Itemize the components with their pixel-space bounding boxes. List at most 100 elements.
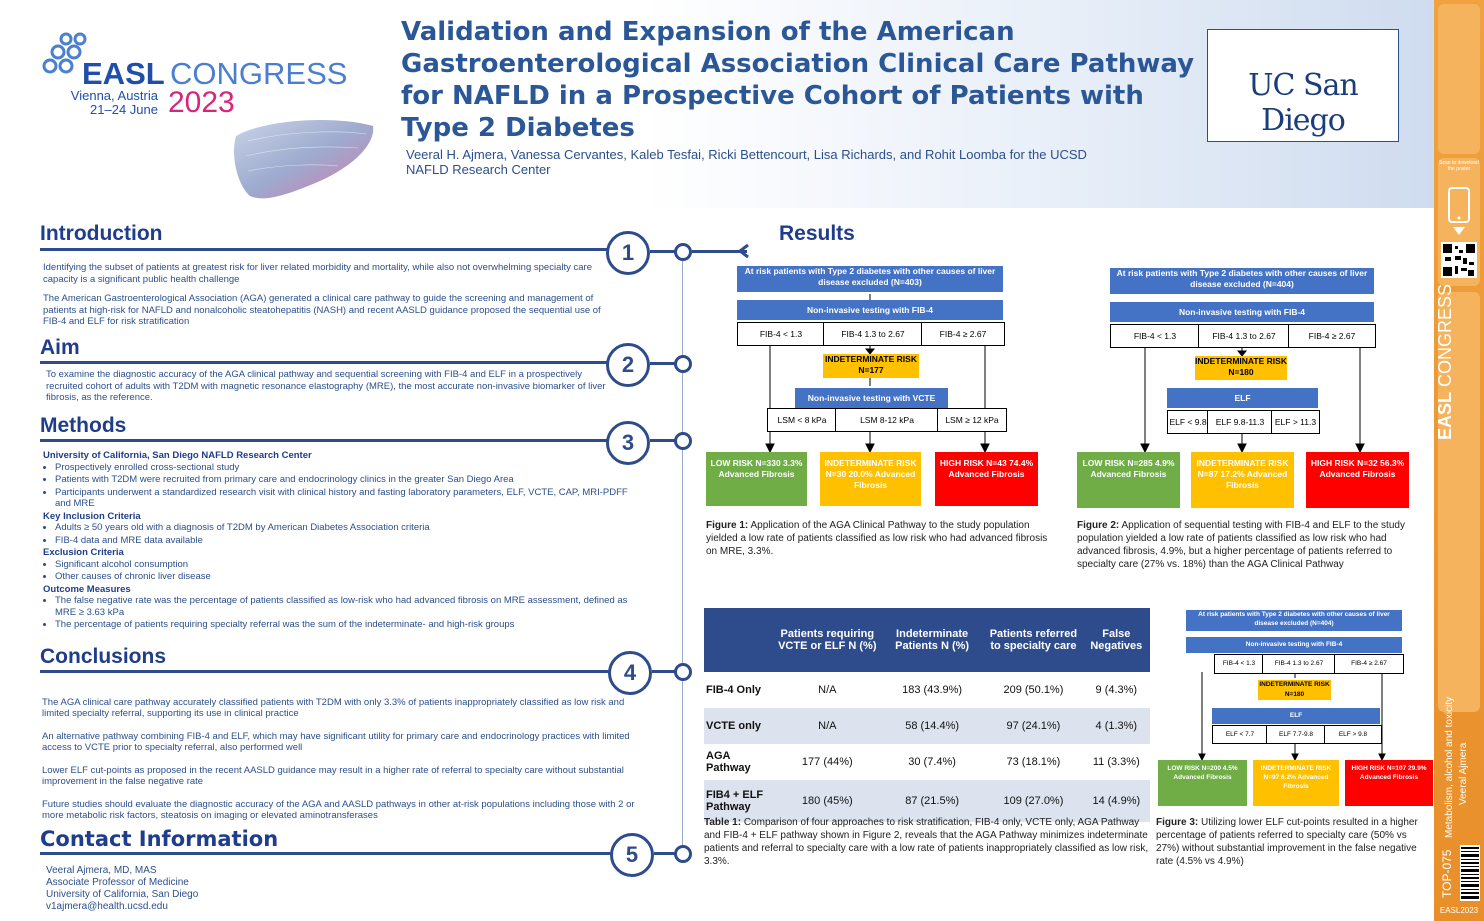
fig3-indeterminate: INDETERMINATE RISK N=180 <box>1258 680 1331 700</box>
table-cell: 30 (7.4%) <box>880 744 985 780</box>
table-cell: 183 (43.9%) <box>880 672 985 708</box>
table-header: Patients requiring VCTE or ELF N (%) <box>774 608 880 672</box>
fig2-elf-low: ELF < 9.8 <box>1167 410 1209 434</box>
conclusion-paragraph: Lower ELF cut-points as proposed in the … <box>42 765 624 787</box>
table-1-label: Table 1: <box>704 817 742 828</box>
outcome-list: The false negative rate was the percenta… <box>55 595 633 631</box>
fig1-lsm-low: LSM < 8 kPa <box>767 408 837 432</box>
figure-1-caption-text: Application of the AGA Clinical Pathway … <box>706 520 1048 557</box>
fig3-fib4-mid: FIB-4 1.3 to 2.67 <box>1262 654 1336 674</box>
fig3-high-risk: HIGH RISK N=107 29.9% Advanced Fibrosis <box>1345 760 1433 806</box>
list-item: The false negative rate was the percenta… <box>55 595 633 618</box>
table-header <box>704 608 775 672</box>
fig3-low-risk: LOW RISK N=200 4.5% Advanced Fibrosis <box>1158 760 1247 806</box>
fig2-fib4-test: Non-invasive testing with FIB-4 <box>1110 302 1374 322</box>
figure-1-caption: Figure 1: Application of the AGA Clinica… <box>706 519 1056 558</box>
fig2-fib4-mid: FIB-4 1.3 to 2.67 <box>1198 324 1290 348</box>
conclusion-paragraph: The AGA clinical care pathway accurately… <box>42 697 625 719</box>
timeline-line <box>682 260 683 860</box>
table-cell: 58 (14.4%) <box>880 708 985 744</box>
inclusion-list: Adults ≥ 50 years old with a diagnosis o… <box>55 522 633 546</box>
table-row: FIB4 + ELF Pathway 180 (45%) 87 (21.5%) … <box>704 780 1150 822</box>
timeline-node-4 <box>674 663 692 681</box>
table-cell: N/A <box>774 672 880 708</box>
table-cell: 14 (4.9%) <box>1082 780 1150 822</box>
methods-heading: Methods <box>40 414 127 437</box>
aim-heading: Aim <box>40 336 80 359</box>
table-1-caption-text: Comparison of four approaches to risk st… <box>704 817 1149 867</box>
fig2-top-box: At risk patients with Type 2 diabetes wi… <box>1110 268 1374 294</box>
ucsd-logo: UC San Diego <box>1207 29 1399 142</box>
connector-4 <box>652 670 676 673</box>
table-row: VCTE only N/A 58 (14.4%) 97 (24.1%) 4 (1… <box>704 708 1150 744</box>
list-item: The percentage of patients requiring spe… <box>55 619 633 631</box>
connector-3 <box>650 439 676 442</box>
fig1-lsm-high: LSM ≥ 12 kPa <box>937 408 1007 432</box>
outcome-title: Outcome Measures <box>43 583 131 595</box>
table-cell: N/A <box>774 708 880 744</box>
connector-1 <box>650 250 676 253</box>
inclusion-title: Key Inclusion Criteria <box>43 510 141 522</box>
sidebar-presenter: Veeral Ajmera <box>1458 742 1469 805</box>
figure-3-caption: Figure 3: Utilizing lower ELF cut-points… <box>1156 816 1432 868</box>
fig2-elf-high: ELF > 11.3 <box>1271 410 1320 434</box>
figure-3-connectors <box>1198 672 1386 762</box>
sidebar-panel-mid <box>1438 292 1480 712</box>
fig3-elf-low: ELF < 7.7 <box>1212 725 1268 744</box>
figure-2-label: Figure 2: <box>1077 520 1120 531</box>
list-item: Significant alcohol consumption <box>55 559 633 571</box>
barcode-icon <box>1460 845 1480 901</box>
qr-code-icon[interactable] <box>1441 242 1477 278</box>
table-header: Patients referred to specialty care <box>984 608 1083 672</box>
table-cell: 209 (50.1%) <box>984 672 1083 708</box>
table-header: Indeterminate Patients N (%) <box>880 608 985 672</box>
table-cell: 177 (44%) <box>774 744 880 780</box>
table-row-header: FIB4 + ELF Pathway <box>704 780 775 822</box>
logo-year: 2023 <box>168 86 235 119</box>
scan-text: Scan to download the poster <box>1439 160 1479 172</box>
fig1-fib4-low: FIB-4 < 1.3 <box>737 322 825 346</box>
results-connector <box>692 250 747 253</box>
methods-center-title: University of California, San Diego NAFL… <box>43 450 312 461</box>
conclusions-rule <box>40 670 620 673</box>
fig1-low-risk: LOW RISK N=330 3.3% Advanced Fibrosis <box>706 452 807 506</box>
logo-location: Vienna, Austria 21–24 June <box>60 89 158 117</box>
table-cell: 180 (45%) <box>774 780 880 822</box>
timeline-node-5 <box>674 845 692 863</box>
fig1-top-box: At risk patients with Type 2 diabetes wi… <box>737 266 1003 292</box>
fig1-fib4-high: FIB-4 ≥ 2.67 <box>921 322 1005 346</box>
fig3-fib4-low: FIB-4 < 1.3 <box>1214 654 1264 674</box>
sidebar-footer: EASL2023 <box>1439 906 1479 915</box>
fig2-elf-test: ELF <box>1167 388 1318 408</box>
connector-5 <box>654 852 676 855</box>
easl-logo-text: EASL <box>82 56 165 91</box>
timeline-node-2 <box>674 355 692 373</box>
section-number-2: 2 <box>606 343 650 387</box>
list-item: Prospectively enrolled cross-sectional s… <box>55 462 633 474</box>
table-cell: 73 (18.1%) <box>984 744 1083 780</box>
fig1-fib4-mid: FIB-4 1.3 to 2.67 <box>823 322 923 346</box>
table-cell: 97 (24.1%) <box>984 708 1083 744</box>
figure-2-connectors <box>1140 348 1365 454</box>
introduction-heading: Introduction <box>40 222 163 245</box>
fig1-fib4-test: Non-invasive testing with FIB-4 <box>737 300 1003 320</box>
figure-1-connectors <box>765 294 990 454</box>
logo-city: Vienna, Austria <box>70 88 158 103</box>
fig3-fib4-high: FIB-4 ≥ 2.67 <box>1334 654 1404 674</box>
table-row: AGA Pathway 177 (44%) 30 (7.4%) 73 (18.1… <box>704 744 1150 780</box>
results-heading: Results <box>779 222 855 245</box>
contact-email[interactable]: v1ajmera@health.ucsd.edu <box>46 901 168 912</box>
contact-heading: Contact Information <box>40 827 279 851</box>
section-number-4: 4 <box>608 651 652 695</box>
contact-body: Veeral Ajmera, MD, MAS Associate Profess… <box>46 865 346 913</box>
fig3-fib4-test: Non-invasive testing with FIB-4 <box>1186 637 1402 653</box>
section-number-5: 5 <box>610 833 654 877</box>
figure-2-caption-text: Application of sequential testing with F… <box>1077 520 1405 570</box>
fig3-indeterminate-risk: INDETERMINATE RISK N=97 6.2% Advanced Fi… <box>1253 760 1339 806</box>
fig2-fib4-high: FIB-4 ≥ 2.67 <box>1288 324 1376 348</box>
contact-rule <box>40 852 620 855</box>
fig1-lsm-mid: LSM 8-12 kPa <box>835 408 939 432</box>
conclusion-paragraph: An alternative pathway combining FIB-4 a… <box>42 731 630 753</box>
fig1-high-risk: HIGH RISK N=43 74.4% Advanced Fibrosis <box>935 452 1038 506</box>
table-cell: 87 (21.5%) <box>880 780 985 822</box>
